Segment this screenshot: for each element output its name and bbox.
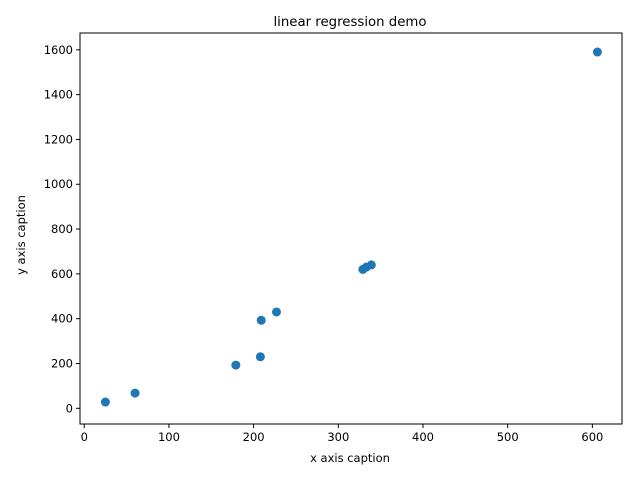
y-tick-label: 1000 [44,177,73,191]
y-tick-label: 400 [51,312,73,326]
y-tick-label: 200 [51,357,73,371]
x-tick-label: 300 [327,430,349,444]
x-tick-label: 100 [158,430,180,444]
y-tick-label: 800 [51,222,73,236]
scatter-point [256,315,266,325]
scatter-point [271,307,281,317]
axis-ticks: 0 100 200 300 400 500 600 0 200 400 600 800 1000 1200… [44,43,604,444]
plot-frame [79,32,623,425]
y-tick-label: 1400 [44,88,73,102]
scatter-point [592,47,602,57]
scatter-point [100,397,110,407]
scatter-point [231,360,241,370]
scatter-point [130,388,140,398]
y-axis-label: y axis caption [14,195,28,275]
x-axis-label: x axis caption [310,451,390,465]
scatter-point [255,352,265,362]
y-tick-label: 1200 [44,132,73,146]
x-tick-label: 0 [81,430,88,444]
y-tick-label: 0 [66,401,73,415]
chart-title: linear regression demo [273,15,426,30]
x-tick-label: 500 [497,430,519,444]
x-tick-label: 600 [581,430,603,444]
y-tick-label: 1600 [44,43,73,57]
scatter-point [366,260,376,270]
x-tick-label: 200 [243,430,265,444]
y-tick-label: 600 [51,267,73,281]
x-tick-label: 400 [412,430,434,444]
data-points [100,47,602,407]
